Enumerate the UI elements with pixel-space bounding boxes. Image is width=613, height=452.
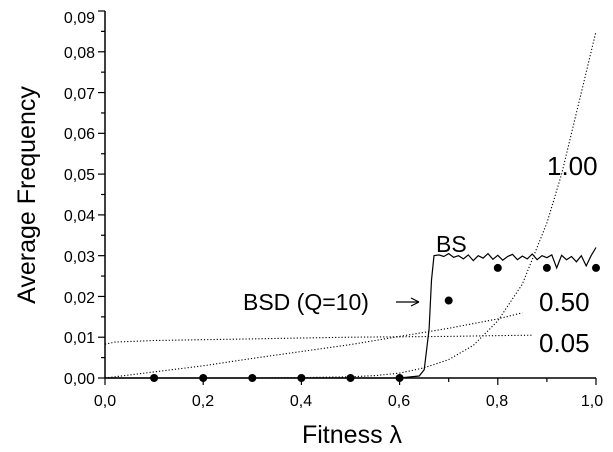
plot-markers [150, 263, 600, 382]
series-line-0-50 [104, 312, 523, 379]
y-tick-labels: 0,00 0,01 0,02 0,03 0,04 0,05 0,06 0,07 … [64, 10, 95, 388]
y-tick-label: 0,04 [64, 208, 95, 225]
y-tick-label: 0,00 [64, 371, 95, 388]
plot-lines [104, 31, 597, 379]
x-tick-label: 1,0 [581, 393, 603, 410]
series-line-1-00 [105, 31, 597, 379]
data-point-bsd-q-10 [444, 296, 453, 305]
x-tick-label: 0,4 [290, 393, 312, 410]
y-tick-label: 0,02 [64, 290, 95, 307]
y-tick-label: 0,09 [64, 10, 95, 27]
y-tick-label: 0,03 [64, 249, 95, 266]
series-line-bs [105, 247, 597, 379]
y-tick-label: 0,01 [64, 330, 95, 347]
x-tick-label: 0,2 [192, 393, 214, 410]
annotation-0-50: 0.50 [539, 287, 590, 317]
data-point-bsd-q-10 [493, 263, 502, 272]
x-tick-label: 0,6 [388, 393, 410, 410]
y-axis-title: Average Frequency [13, 86, 41, 304]
annotation-0-05: 0.05 [539, 328, 590, 358]
annotation-arrow-head [410, 297, 420, 307]
ticks [98, 10, 597, 385]
y-tick-label: 0,06 [64, 126, 95, 143]
annotation-bs: BS [436, 231, 467, 257]
annotation-1-00: 1.00 [547, 151, 598, 181]
x-axis-title: Fitness λ [302, 421, 403, 449]
axes [104, 11, 596, 379]
x-tick-labels: 0,0 0,2 0,4 0,6 0,8 1,0 [94, 393, 603, 410]
y-tick-label: 0,05 [64, 167, 95, 184]
data-point-bsd-q-10 [592, 263, 600, 272]
annotation-bsd: BSD (Q=10) [243, 289, 369, 315]
series-line-0-05 [104, 334, 533, 345]
data-point-bsd-q-10 [542, 263, 551, 272]
y-tick-label: 0,08 [64, 45, 95, 62]
y-tick-label: 0,07 [64, 86, 95, 103]
x-tick-label: 0,8 [486, 393, 508, 410]
x-tick-label: 0,0 [94, 393, 116, 410]
